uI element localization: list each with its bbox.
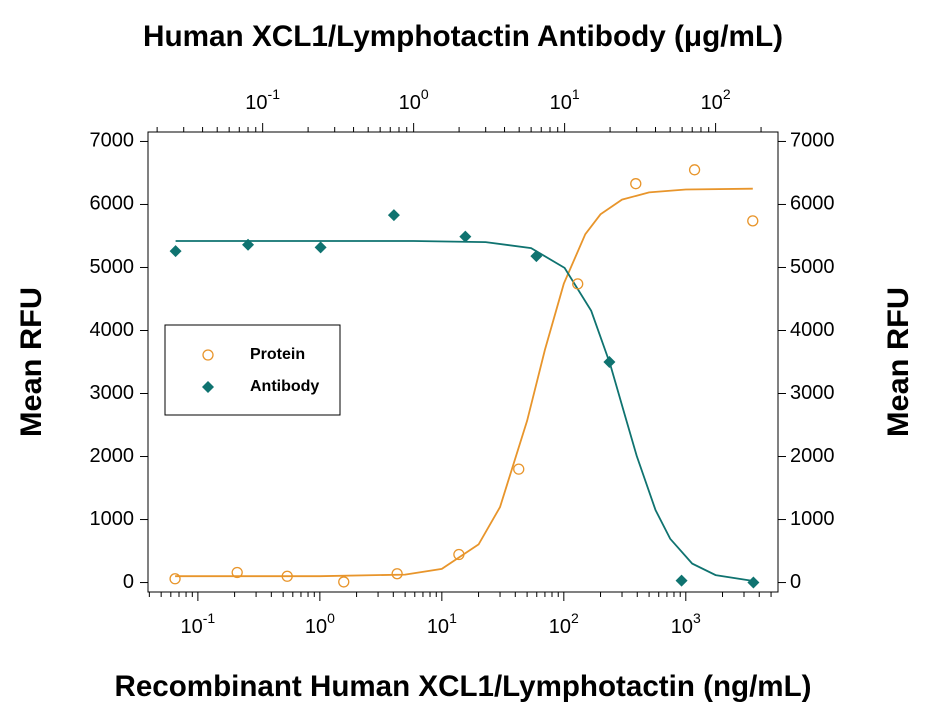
y-tick-label: 5000 xyxy=(90,256,135,278)
data-point xyxy=(387,209,400,222)
data-point xyxy=(513,463,525,475)
y2-tick-label: 6000 xyxy=(790,193,835,215)
data-point xyxy=(572,278,584,290)
data-point xyxy=(675,574,688,587)
tick-base: 10 xyxy=(701,92,723,114)
tick-exponent: 0 xyxy=(327,610,335,626)
data-point xyxy=(169,573,181,585)
tick-base: 10 xyxy=(305,616,327,638)
tick-base: 10 xyxy=(550,92,572,114)
y-tick-label: 7000 xyxy=(90,130,135,152)
x-tick-label: 102 xyxy=(701,86,731,115)
data-point xyxy=(169,245,182,258)
plot-frame xyxy=(147,131,779,593)
y2-tick-label: 7000 xyxy=(790,130,835,152)
fit-curve xyxy=(175,187,753,578)
data-point xyxy=(747,215,759,227)
tick-exponent: 1 xyxy=(449,610,457,626)
x-tick-label: 101 xyxy=(550,86,580,115)
data-point xyxy=(281,570,293,582)
fit-curve xyxy=(175,240,754,582)
x-axis-title: Recombinant Human XCL1/Lymphotactin (ng/… xyxy=(115,670,812,703)
data-point xyxy=(453,548,465,561)
y-tick-label: 1000 xyxy=(90,508,135,530)
chart-title: Human XCL1/Lymphotactin Antibody (μg/mL) xyxy=(143,20,783,53)
legend-label: Protein xyxy=(250,346,305,363)
tick-base: 10 xyxy=(427,616,449,638)
tick-base: 10 xyxy=(549,616,571,638)
data-point xyxy=(338,576,350,588)
y2-axis-title: Mean RFU xyxy=(882,287,915,437)
plot-area xyxy=(169,164,760,589)
tick-exponent: 2 xyxy=(723,86,731,102)
tick-exponent: -1 xyxy=(203,610,216,626)
x-tick-label: 10-1 xyxy=(181,610,216,639)
tick-base: 10 xyxy=(245,92,267,114)
data-point xyxy=(231,566,243,579)
x-tick-label: 10-1 xyxy=(245,86,280,115)
tick-exponent: 1 xyxy=(572,86,580,102)
data-point xyxy=(603,356,616,368)
y2-tick-label: 2000 xyxy=(790,445,835,467)
y2-tick-label: 1000 xyxy=(790,508,835,530)
x-tick-label: 102 xyxy=(549,610,579,639)
x-tick-label: 100 xyxy=(305,610,335,639)
y2-tick-label: 0 xyxy=(790,571,801,593)
data-point xyxy=(630,178,642,190)
legend-label: Antibody xyxy=(250,378,319,395)
data-point xyxy=(314,241,327,254)
legend-box xyxy=(164,324,341,416)
data-point xyxy=(242,238,255,251)
data-point xyxy=(459,230,472,243)
data-point xyxy=(747,576,760,589)
y2-tick-label: 3000 xyxy=(790,382,835,404)
y-tick-label: 6000 xyxy=(90,193,135,215)
y-tick-label: 2000 xyxy=(90,445,135,467)
y2-tick-label: 5000 xyxy=(790,256,835,278)
data-point xyxy=(530,250,543,263)
tick-base: 10 xyxy=(399,92,421,114)
tick-base: 10 xyxy=(181,616,203,638)
x-tick-label: 101 xyxy=(427,610,457,639)
x-tick-label: 103 xyxy=(671,610,701,639)
y-axis-title: Mean RFU xyxy=(15,287,48,437)
tick-base: 10 xyxy=(671,616,693,638)
y-tick-label: 3000 xyxy=(90,382,135,404)
legend-marker xyxy=(202,381,214,393)
y-tick-label: 4000 xyxy=(90,319,135,341)
x-tick-label: 100 xyxy=(399,86,429,115)
tick-exponent: -1 xyxy=(268,86,281,102)
legend-marker xyxy=(202,349,214,361)
data-point xyxy=(391,568,403,580)
tick-exponent: 0 xyxy=(421,86,429,102)
tick-exponent: 2 xyxy=(571,610,579,626)
data-point xyxy=(688,164,701,176)
y2-tick-label: 4000 xyxy=(790,319,835,341)
tick-exponent: 3 xyxy=(693,610,701,626)
y-tick-label: 0 xyxy=(123,571,134,593)
